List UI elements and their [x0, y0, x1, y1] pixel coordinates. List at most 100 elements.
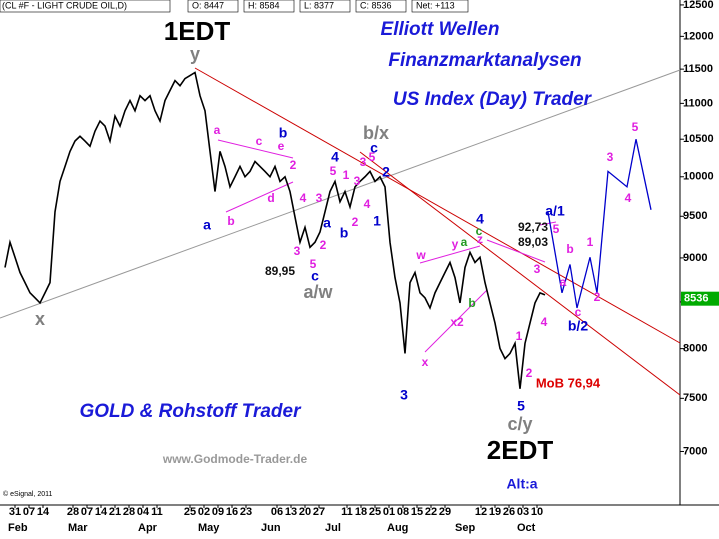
wave-label: c: [256, 134, 263, 148]
header-box: [243, 0, 295, 13]
wave-label: b: [340, 225, 349, 241]
x-tick-label: 01: [383, 506, 395, 518]
last-price-label: 8536: [684, 293, 708, 305]
wave-label: c: [575, 305, 582, 319]
last-price-box: [681, 291, 719, 306]
wave-label: 4: [625, 191, 632, 205]
wave-label: 1: [587, 235, 594, 249]
wave-label: c/y: [507, 414, 532, 434]
wave-label: e: [278, 139, 285, 153]
wave-label: 2: [382, 164, 390, 180]
wave-label: c: [311, 268, 319, 284]
month-label: Sep: [455, 522, 475, 534]
x-tick-label: 11: [151, 506, 163, 518]
wave-label: 2: [352, 215, 359, 229]
title: US Index (Day) Trader: [393, 89, 593, 110]
wave-label: 2: [594, 290, 601, 304]
wave-label: x: [35, 309, 45, 329]
x-tick-label: 14: [95, 506, 108, 518]
y-tick-label: 7000: [683, 445, 707, 457]
wave-label: 3: [354, 174, 361, 188]
x-tick-label: 31: [9, 506, 21, 518]
wave-label-big: 1EDT: [164, 16, 231, 46]
month-label: Jul: [325, 522, 341, 534]
wave-label: 1: [373, 213, 381, 229]
x-tick-label: 28: [67, 506, 79, 518]
wave-label: y: [190, 44, 200, 64]
trend-line: [0, 69, 681, 319]
channel-line: [486, 239, 546, 263]
channel-line: [217, 139, 294, 159]
title: Elliott Wellen: [381, 19, 500, 40]
wave-label: a: [560, 275, 567, 289]
header: (CL #F - LIGHT CRUDE OIL,D) O: 8447 H: 8…: [0, 0, 469, 13]
wave-label: 4: [476, 211, 484, 227]
x-tick-label: 14: [37, 506, 50, 518]
high: H: 8584: [248, 0, 280, 10]
x-tick-label: 20: [299, 506, 311, 518]
wave-label: a: [461, 235, 468, 249]
x-tick-label: 22: [425, 506, 437, 518]
month-label: Feb: [8, 522, 28, 534]
url: www.Godmode-Trader.de: [162, 452, 308, 466]
x-tick-label: 28: [123, 506, 135, 518]
wave-label: a: [214, 123, 221, 137]
wave-label: 2: [526, 366, 533, 380]
x-tick-label: 09: [212, 506, 224, 518]
wave-label: 92,73: [518, 220, 548, 234]
wave-label: b: [468, 296, 475, 310]
y-tick-label: 8000: [683, 343, 707, 355]
wave-label: 5: [517, 398, 525, 414]
low: L: 8377: [304, 0, 334, 10]
y-tick-label: 9500: [683, 210, 707, 222]
x-tick-label: 11: [341, 506, 353, 518]
footer-title: GOLD & Rohstoff Trader: [80, 401, 303, 422]
wave-label: y: [452, 237, 459, 251]
y-tick-label: 11000: [683, 97, 713, 109]
wave-label: b: [227, 214, 234, 228]
wave-label: x2: [450, 315, 464, 329]
mob-label: MoB 76,94: [536, 375, 601, 390]
channel-line: [419, 245, 481, 264]
wave-label: 3: [607, 150, 614, 164]
y-tick-label: 11500: [683, 63, 713, 75]
alt-label: Alt:a: [506, 476, 537, 492]
channel-line: [424, 289, 488, 353]
wave-label: a/w: [303, 282, 333, 302]
symbol: (CL #F - LIGHT CRUDE OIL,D): [2, 0, 127, 10]
open: O: 8447: [192, 0, 224, 10]
wave-label: 3: [294, 244, 301, 258]
wave-label: 3: [316, 191, 323, 205]
x-tick-label: 08: [397, 506, 409, 518]
wave-label: 1: [516, 329, 523, 343]
x-tick-label: 10: [531, 506, 543, 518]
close: C: 8536: [360, 0, 392, 10]
wave-label: 4: [300, 191, 307, 205]
y-tick-label: 10500: [683, 133, 714, 145]
copyright: © eSignal, 2011: [3, 490, 53, 498]
wave-label: 4: [541, 315, 548, 329]
wave-label: 5: [369, 150, 376, 164]
x-tick-label: 02: [198, 506, 210, 518]
x-tick-label: 12: [475, 506, 487, 518]
y-tick-label: 9000: [683, 252, 707, 264]
net: Net: +113: [416, 0, 455, 10]
wave-label-big: 2EDT: [487, 435, 554, 465]
wave-label: a: [203, 217, 211, 233]
header-box: [187, 0, 239, 13]
wave-label: z: [477, 232, 483, 246]
wave-label: 2: [290, 158, 297, 172]
x-tick-label: 23: [240, 506, 252, 518]
wave-label: d: [267, 191, 274, 205]
month-label: Mar: [68, 522, 88, 534]
wave-label: 4: [331, 149, 339, 165]
wave-label: b/x: [363, 123, 389, 143]
wave-label: 3: [360, 155, 367, 169]
wave-label: 3: [400, 387, 408, 403]
x-tick-label: 15: [411, 506, 423, 518]
wave-label: 3: [534, 262, 541, 276]
wave-label: c: [370, 140, 378, 156]
x-tick-label: 13: [285, 506, 297, 518]
wave-label: 5: [553, 222, 560, 236]
